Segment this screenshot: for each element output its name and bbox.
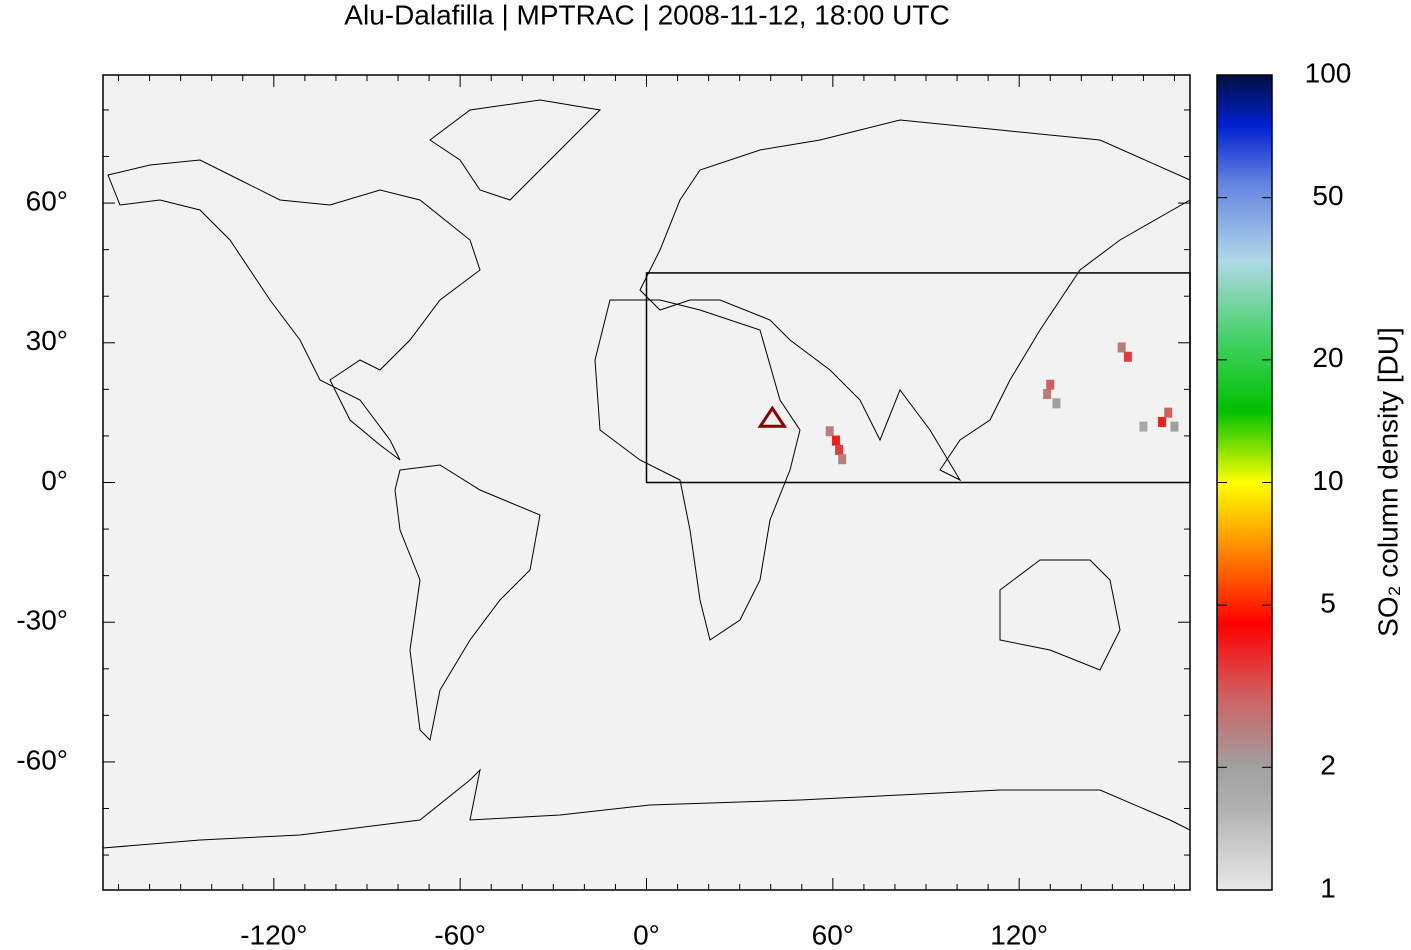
coastline xyxy=(394,464,541,742)
x-tick-label: 120° xyxy=(990,919,1048,950)
so2-cell xyxy=(1043,389,1052,400)
so2-cell xyxy=(831,435,840,446)
so2-cell xyxy=(1117,342,1126,353)
so2-cell xyxy=(1046,379,1055,390)
so2-cell xyxy=(1052,398,1061,409)
so2-cell xyxy=(1123,351,1132,362)
colorbar-tick-label: 10 xyxy=(1312,465,1343,496)
x-tick-label: -60° xyxy=(434,919,486,950)
so2-cell xyxy=(1139,421,1148,432)
y-tick-label: 0° xyxy=(41,465,68,496)
coastline xyxy=(594,299,801,641)
coastline xyxy=(429,99,602,201)
volcano-marker xyxy=(757,405,788,428)
coastline xyxy=(102,768,1191,849)
colorbar-label: SO₂ column density [DU] xyxy=(1372,327,1403,637)
colorbar-tick-label: 50 xyxy=(1312,180,1343,211)
coastlines xyxy=(102,99,1191,849)
x-tick-label: 0° xyxy=(633,919,660,950)
coastline xyxy=(107,159,481,461)
so2-cell xyxy=(838,454,847,465)
y-tick-label: 60° xyxy=(26,185,68,216)
colorbar-tick-label: 20 xyxy=(1312,342,1343,373)
y-tick-label: -60° xyxy=(16,744,68,775)
so2-cell xyxy=(1170,421,1179,432)
colorbar-tick-label: 100 xyxy=(1305,57,1352,88)
y-tick-label: -30° xyxy=(16,605,68,636)
chart-title: Alu-Dalafilla | MPTRAC | 2008-11-12, 18:… xyxy=(344,0,949,30)
x-tick-label: 60° xyxy=(812,919,854,950)
so2-cell xyxy=(825,426,834,437)
colorbar-tick-label: 5 xyxy=(1320,588,1336,619)
so2-cell xyxy=(1164,407,1173,418)
colorbar-tick-label: 2 xyxy=(1320,750,1336,781)
y-tick-label: 30° xyxy=(26,325,68,356)
coastline xyxy=(639,119,1191,482)
x-tick-label: -120° xyxy=(240,919,307,950)
so2-cell xyxy=(835,444,844,455)
so2-cell xyxy=(1158,416,1167,427)
coastline xyxy=(999,559,1121,671)
colorbar-tick-label: 1 xyxy=(1320,872,1336,903)
